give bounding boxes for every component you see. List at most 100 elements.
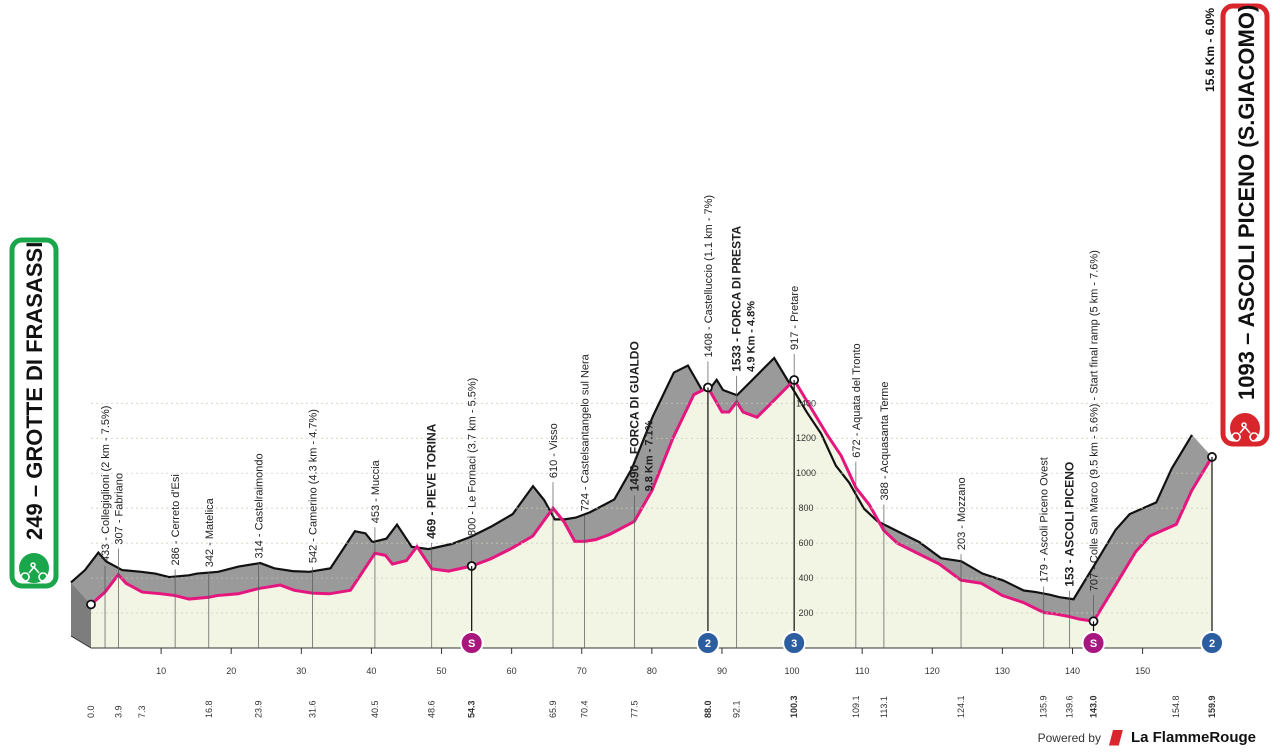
waypoint-label: 542 - Camerino (4.3 km - 4.7%) [308,409,320,563]
waypoint-label: 469 - PIEVE TORINA [425,423,439,538]
start-elevation: 249 [22,503,47,540]
km-marker-label: 109.1 [851,695,861,718]
profile-road-line [90,377,1214,623]
category-icon-label: 2 [1209,638,1215,650]
category-icons-layer: S 2 3 S 2 [86,375,1224,655]
sprint-icon [1081,631,1106,655]
y-tick-label: 600 [798,538,813,548]
kom-icon [782,631,807,655]
profile-base-edge [70,635,92,649]
km-marker-label: 135.9 [1039,695,1049,718]
waypoint-label: 433 - Collegiglioni (2 km - 7.5%) [100,406,112,563]
x-tick-label: 70 [577,666,587,676]
waypoint-label: 707 - Colle San Marco (9.5 km - 5.6%) - … [1089,250,1101,591]
y-tick-label: 200 [798,608,813,618]
x-tick-label: 50 [437,666,447,676]
x-tick-label: 30 [296,666,306,676]
km-marker-label: 124.1 [956,695,966,718]
waypoint-label: 672 - Aquata del Tronto [851,343,863,457]
km-marker-label: 3.9 [113,705,123,718]
x-tick-label: 100 [785,666,800,676]
x-tick-label: 60 [507,666,517,676]
km-marker-label: 159.9 [1207,695,1217,718]
waypoint-label: 800 - Le Fornaci (3.7 km - 5.5%) [467,378,479,536]
x-tick-label: 120 [925,666,940,676]
km-marker-label: 48.6 [427,700,437,718]
waypoint-label: 610 - Visso [548,423,560,478]
km-marker-label: 100.3 [789,695,799,718]
finish-badge: 1093 – ASCOLI PICENO (S.GIACOMO) 15.6 Km… [1203,3,1270,447]
x-tick-label: 40 [366,666,376,676]
km-marker-label: 31.6 [308,700,318,718]
km-marker-label: 92.1 [732,700,742,718]
km-marker-label: 40.5 [370,700,380,718]
waypoint-label: 917 - Pretare [789,286,801,350]
waypoint-label: 307 - Fabriano [113,473,125,545]
x-tick-label: 130 [995,666,1010,676]
waypoint-label: 1408 - Castelluccio (1.1 km - 7%) [703,195,715,358]
start-bike-glyph [20,562,48,582]
flamme-rouge-logo-icon [1108,729,1123,746]
km-marker-label: 139.6 [1065,695,1075,718]
waypoint-label: 1490 - FORCA DI GUALDO [627,341,641,491]
kom-icon [1200,631,1224,655]
finish-elevation: 1093 [1234,351,1259,400]
profile-top-edge [70,356,1193,601]
waypoint-sublabel: 9.8 Km - 7.1% [643,420,655,491]
km-marker-label: 23.9 [254,700,264,718]
start-name: GROTTE DI FRASASSI [22,242,47,479]
x-tick-label: 10 [156,666,166,676]
category-icon-label: 2 [705,638,711,650]
km-marker-label: 143.0 [1089,695,1099,718]
waypoint-sublabel: 4.9 Km - 4.8% [746,301,758,372]
waypoint-label: 453 - Muccia [370,459,382,523]
x-tick-label: 110 [855,666,869,676]
x-tick-label: 150 [1135,666,1150,676]
x-tick-label: 140 [1065,666,1080,676]
km-marker-label: 70.4 [580,700,590,718]
finish-climb-info: 15.6 Km - 6.0% [1203,8,1217,92]
powered-by-text: Powered by [1037,730,1101,745]
x-tick-label: 90 [717,666,727,676]
x-tick-label: 80 [647,666,657,676]
profile-base-layer [70,356,1214,649]
finish-name: ASCOLI PICENO (S.GIACOMO) [1234,5,1259,328]
km-marker-label: 16.8 [204,700,214,718]
km-marker-label: 7.3 [137,705,147,718]
kom-icon [695,631,720,655]
km-marker-label: 65.9 [548,700,558,718]
footer: Powered by La FlammeRouge [1038,729,1256,746]
start-badge: 249 – GROTTE DI FRASASSI [9,237,59,589]
sprint-icon [459,631,484,655]
waypoint-label: 179 - Ascoli Piceno Ovest [1039,457,1051,582]
km-marker-label: 88.0 [703,700,713,718]
km-marker-label: 77.5 [629,700,639,718]
waypoint-labels-layer: 433 - Collegiglioni (2 km - 7.5%) 307 - F… [100,195,1101,648]
brand-name: La FlammeRouge [1130,729,1256,746]
start-title: 249 – GROTTE DI FRASASSI [22,242,47,540]
waypoint-label: 1533 - FORCA DI PRESTA [730,225,744,371]
x-tick-label: 20 [226,666,236,676]
waypoint-label: 388 - Acquasanta Terme [879,381,891,500]
waypoint-label: 286 - Cerreto d'Esi [170,474,182,565]
y-tick-label: 800 [798,503,813,513]
y-tick-label: 1400 [796,398,816,408]
y-tick-label: 400 [798,573,813,583]
category-icon-label: S [468,638,475,650]
waypoint-label: 342 - Matelica [204,497,216,567]
finish-bike-glyph [1231,422,1259,442]
km-markers-layer: 0.0 3.9 7.3 16.8 23.9 31.6 40.5 48.6 54.3 65.9 70.… [86,695,1217,718]
waypoint-label: 314 - Castelraimondo [254,453,266,558]
profile-side-wall [71,582,91,648]
waypoint-label: 724 - Castelsantangelo sul Nera [580,353,592,511]
profile-grid-layer [91,402,1212,614]
km-marker-label: 0.0 [86,705,96,718]
profile-ticks-layer: 200 400 600 800 1000 1200 1400 10 20 30 40 50 60 70 80… [156,398,1150,676]
y-tick-label: 1000 [796,468,816,478]
profile-area-fill [91,380,1212,648]
profile-slope-shade [71,358,1212,622]
category-icon-label: S [1090,638,1097,650]
y-tick-label: 1200 [796,433,816,443]
km-marker-label: 113.1 [879,696,889,718]
